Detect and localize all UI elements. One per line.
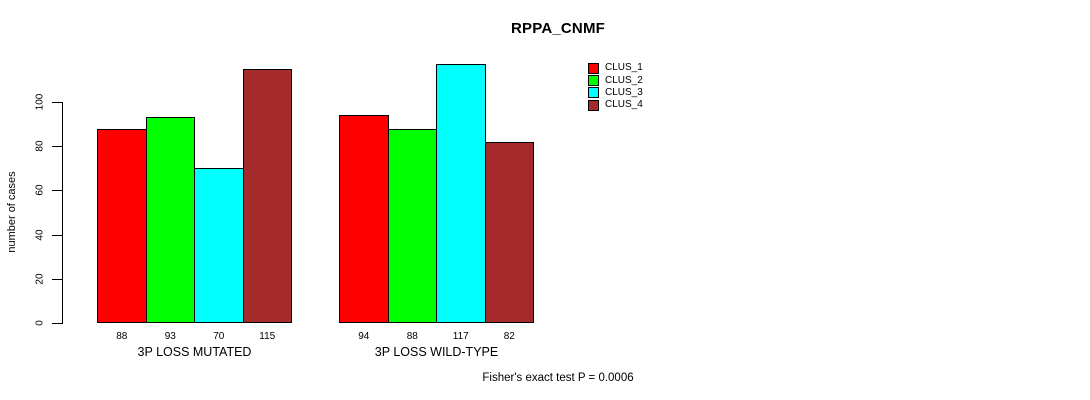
y-axis-line [62,102,63,324]
legend-swatch-clus_1 [588,62,599,74]
chart-title: RPPA_CNMF [510,20,606,37]
y-tick-label: 40 [34,229,46,241]
bar-value-label: 88 [116,331,128,342]
y-tick-mark [52,323,62,324]
legend: CLUS_1 CLUS_2 CLUS_3 CLUS_4 [588,62,643,112]
y-tick-label: 100 [34,93,46,111]
bar-value-label: 82 [503,331,515,342]
legend-label: CLUS_4 [605,99,643,111]
y-tick-label: 60 [34,184,46,196]
legend-item: CLUS_4 [588,99,643,111]
y-tick-label: 0 [34,320,46,326]
legend-item: CLUS_3 [588,87,643,99]
bar-value-label: 94 [358,331,370,342]
y-tick-mark [52,235,62,236]
bar-value-label: 88 [406,331,418,342]
bar-clus_2-1 [145,117,195,323]
legend-label: CLUS_1 [605,62,643,74]
legend-swatch-clus_2 [588,75,599,87]
bar-clus_3-1 [194,168,244,323]
bar-clus_3-2 [436,64,486,323]
legend-label: CLUS_2 [605,74,643,86]
y-tick-mark [52,102,62,103]
bar-value-label: 70 [213,331,225,342]
y-axis-title: number of cases [6,171,18,253]
caption: Fisher's exact test P = 0.0006 [482,372,634,384]
bar-value-label: 117 [452,331,469,342]
y-tick-mark [52,279,62,280]
bar-clus_4-1 [242,69,292,323]
legend-label: CLUS_3 [605,86,643,98]
legend-item: CLUS_1 [588,62,643,74]
y-tick-mark [52,190,62,191]
x-category-label: 3P LOSS MUTATED [137,345,252,359]
legend-swatch-clus_3 [588,87,599,99]
bar-clus_2-2 [387,129,437,323]
x-category-label: 3P LOSS WILD-TYPE [374,345,499,359]
bar-value-label: 93 [164,331,176,342]
bar-clus_4-2 [484,142,534,323]
bar-clus_1-2 [339,115,389,323]
legend-swatch-clus_4 [588,99,599,111]
bar-clus_1-1 [97,129,147,323]
y-tick-mark [52,146,62,147]
y-tick-label: 80 [34,140,46,152]
bar-value-label: 115 [259,331,276,342]
legend-item: CLUS_2 [588,74,643,87]
y-tick-label: 20 [34,273,46,285]
